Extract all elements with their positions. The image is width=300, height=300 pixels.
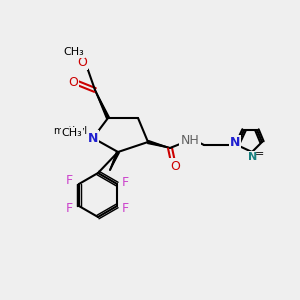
Text: N: N <box>88 131 98 145</box>
Text: N: N <box>248 152 258 162</box>
Text: N: N <box>230 136 240 149</box>
Text: CH₃: CH₃ <box>61 128 82 138</box>
Text: O: O <box>170 160 180 172</box>
Text: F: F <box>122 202 129 214</box>
Text: NH: NH <box>181 134 200 146</box>
Text: O: O <box>68 76 78 88</box>
Text: methyl: methyl <box>53 126 87 136</box>
Text: =: = <box>255 149 265 159</box>
Polygon shape <box>110 152 119 170</box>
Polygon shape <box>148 141 170 148</box>
Text: CH₃: CH₃ <box>64 47 84 57</box>
Text: F: F <box>65 173 73 187</box>
Text: F: F <box>122 176 129 188</box>
Polygon shape <box>95 90 109 118</box>
Text: O: O <box>77 56 87 68</box>
Text: F: F <box>65 202 73 214</box>
